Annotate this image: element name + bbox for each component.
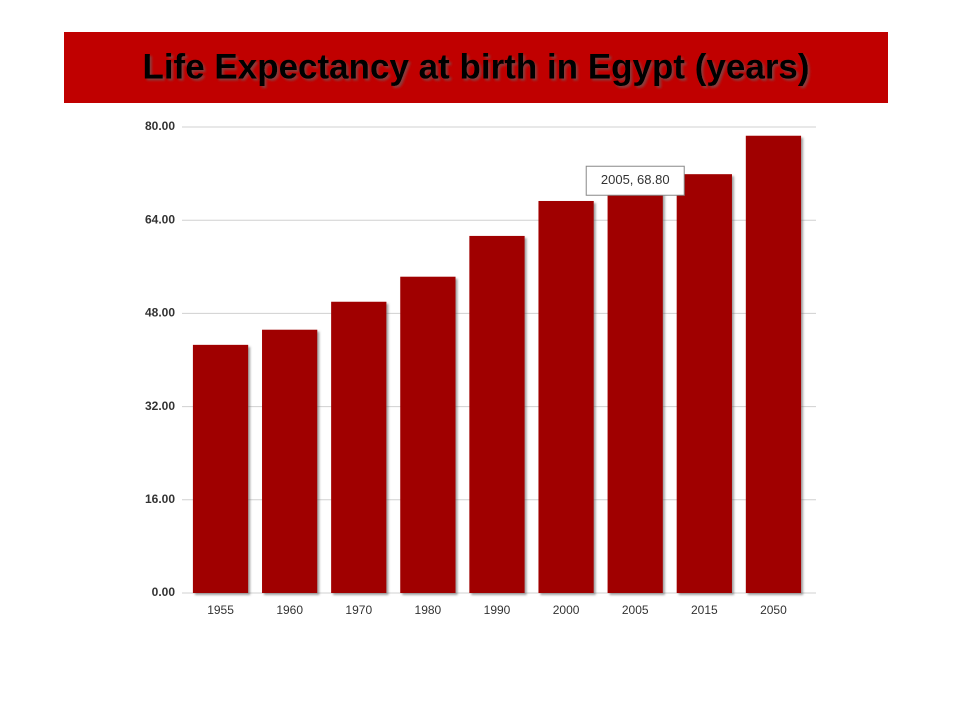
y-tick-label: 16.00	[145, 492, 175, 506]
tooltip-box	[585, 165, 685, 196]
annotation: 2005, 68.80	[601, 172, 670, 187]
bar	[745, 135, 802, 594]
x-tick-label: 1970	[345, 603, 372, 617]
bar	[400, 276, 456, 593]
y-tick-label: 0.00	[152, 585, 176, 599]
x-tick-label: 1980	[415, 603, 442, 617]
bar	[262, 329, 318, 593]
title-box	[64, 32, 888, 103]
x-tick-label: 1990	[484, 603, 511, 617]
y-tick-label: 80.00	[145, 119, 175, 133]
y-tick-label: 48.00	[145, 306, 175, 320]
x-tick-label: 2005	[622, 603, 649, 617]
bar	[331, 301, 387, 593]
bar	[469, 235, 525, 594]
chart-title: Life Expectancy at birth in Egypt (years…	[142, 47, 809, 86]
x-tick-label: 2050	[760, 603, 787, 617]
x-tick-label: 1955	[207, 603, 234, 617]
x-tick-label: 2000	[553, 603, 580, 617]
bar	[607, 192, 663, 594]
y-tick-label: 64.00	[145, 212, 175, 226]
x-tick-label: 1960	[276, 603, 303, 617]
bar	[538, 200, 594, 594]
y-tick-label: 32.00	[145, 399, 175, 413]
bar	[676, 174, 732, 593]
x-tick-label: 2015	[691, 603, 718, 617]
bar	[192, 344, 249, 593]
